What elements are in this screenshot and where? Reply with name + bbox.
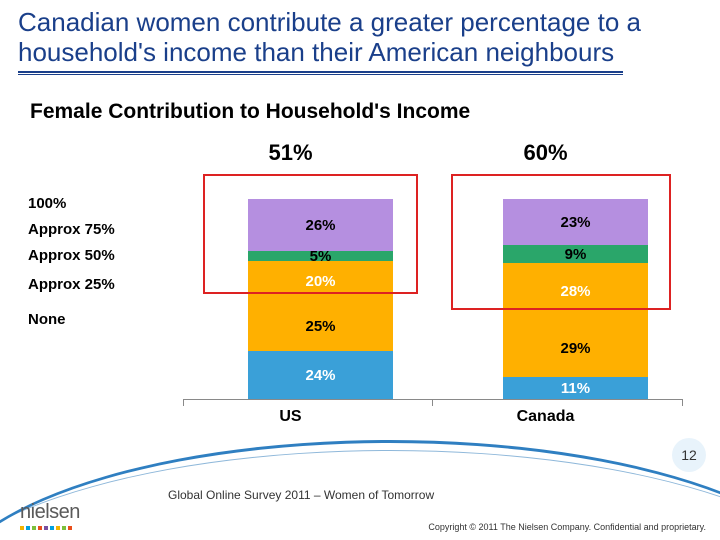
logo-dot [26,526,30,530]
segment: 25% [248,301,393,351]
segment: 11% [503,377,648,399]
slide-title: Canadian women contribute a greater perc… [18,8,702,68]
source-line: Global Online Survey 2011 – Women of Tom… [168,488,434,502]
highlight-box-canada [451,174,671,310]
logo-dot [56,526,60,530]
logo-dot [20,526,24,530]
x-axis [183,399,683,400]
logo-text: nielsen [20,501,80,524]
chart-area: 51% 60% 100% Approx 75% Approx 50% Appro… [28,140,692,440]
segment: 29% [503,319,648,377]
legend-100: 100% [28,195,176,212]
logo-dot [38,526,42,530]
x-label-canada: Canada [473,408,618,426]
top-stat-canada: 60% [473,140,618,166]
logo-dots [20,526,80,530]
logo-dot [62,526,66,530]
chart-subtitle: Female Contribution to Household's Incom… [30,100,470,124]
legend: 100% Approx 75% Approx 50% Approx 25% No… [28,195,176,337]
axis-tick [682,400,683,406]
logo-dot [68,526,72,530]
nielsen-logo: nielsen [20,501,80,530]
top-stat-us: 51% [218,140,363,166]
logo-dot [44,526,48,530]
legend-50: Approx 50% [28,247,176,264]
title-underline [18,71,623,73]
copyright-line: Copyright © 2011 The Nielsen Company. Co… [428,522,706,532]
logo-dot [50,526,54,530]
axis-tick [183,400,184,406]
highlight-box-us [203,174,418,294]
legend-75: Approx 75% [28,221,176,238]
slide: { "title": "Canadian women contribute a … [0,0,720,540]
page-number-badge: 12 [672,438,706,472]
title-underline-thin [18,74,623,75]
x-label-us: US [218,408,363,426]
segment: 24% [248,351,393,399]
axis-tick [432,400,433,406]
legend-none: None [28,311,176,328]
logo-dot [32,526,36,530]
legend-25: Approx 25% [28,276,176,293]
page-number: 12 [681,447,697,463]
